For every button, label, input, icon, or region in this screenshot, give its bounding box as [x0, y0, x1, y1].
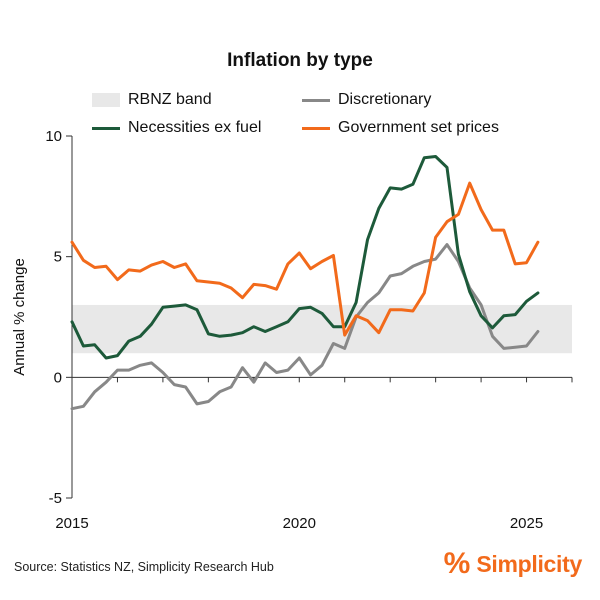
brand-name: Simplicity — [476, 550, 582, 577]
legend-swatch-band — [92, 93, 120, 107]
chart-legend: RBNZ band Discretionary Necessities ex f… — [92, 88, 532, 140]
y-tick-label: 5 — [54, 249, 62, 266]
legend-label-band: RBNZ band — [128, 91, 212, 108]
legend-item-band: RBNZ band — [92, 88, 212, 112]
y-tick-label: 10 — [45, 128, 62, 145]
y-axis-label: Annual % change — [11, 258, 28, 376]
x-tick-label: 2025 — [510, 515, 543, 532]
legend-label-necessities: Necessities ex fuel — [128, 119, 262, 136]
y-tick-label: -5 — [49, 490, 62, 507]
series-line-necessities-ex-fuel — [70, 155, 540, 360]
legend-label-discretionary: Discretionary — [338, 91, 432, 108]
series-line-discretionary — [70, 243, 540, 411]
x-tick-label: 2015 — [55, 515, 88, 532]
percent-icon: % — [443, 547, 471, 580]
series-line-government-set-prices — [70, 181, 540, 337]
legend-label-government: Government set prices — [338, 119, 499, 136]
y-tick-label: 0 — [54, 369, 62, 386]
legend-item-necessities: Necessities ex fuel — [92, 116, 261, 140]
legend-item-discretionary: Discretionary — [302, 88, 431, 112]
x-tick-label: 2020 — [283, 515, 316, 532]
legend-swatch-necessities — [92, 126, 120, 130]
legend-swatch-discretionary — [302, 98, 330, 102]
chart-title: Inflation by type — [227, 50, 373, 71]
source-note: Source: Statistics NZ, Simplicity Resear… — [14, 560, 274, 574]
brand-logo: % Simplicity — [443, 547, 583, 580]
legend-swatch-government — [302, 126, 330, 130]
legend-item-government: Government set prices — [302, 116, 499, 140]
